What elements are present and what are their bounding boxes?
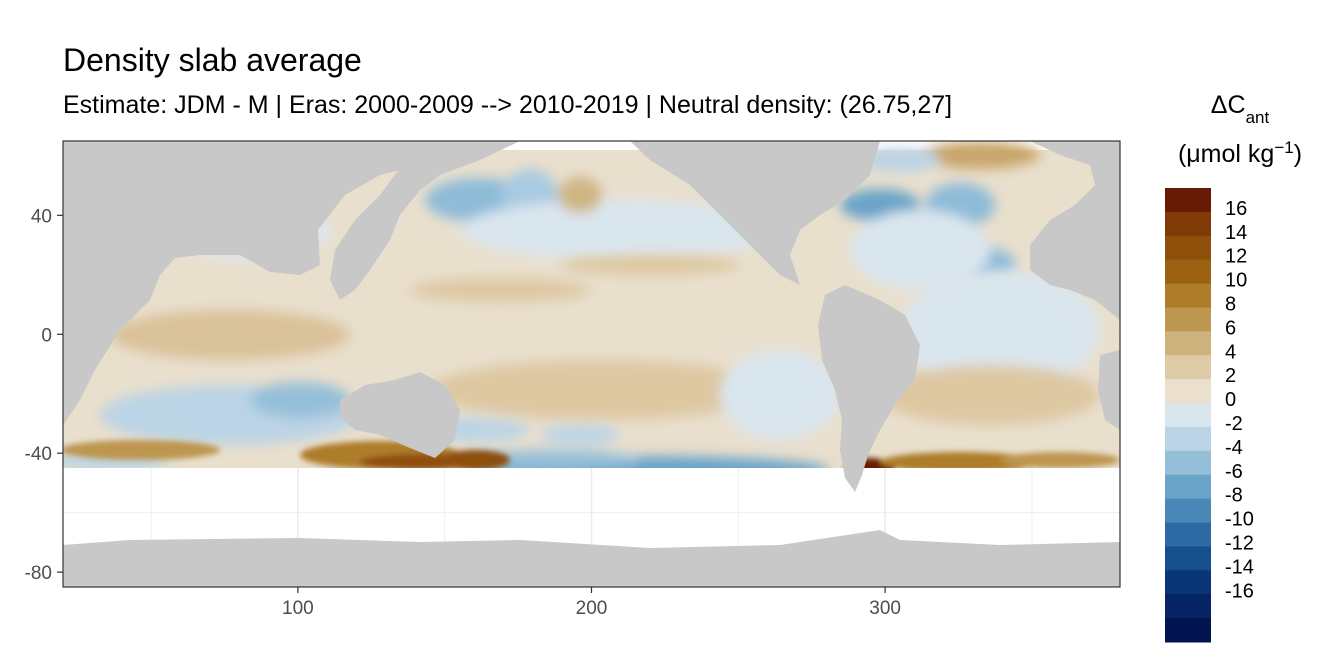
anomaly-patch <box>850 210 990 290</box>
legend-label: -16 <box>1225 580 1254 602</box>
australia <box>340 372 460 458</box>
legend-swatch <box>1165 426 1211 452</box>
y-tick-label: -40 <box>25 444 52 465</box>
gridlines-front <box>63 468 1120 546</box>
legend-label: 8 <box>1225 294 1236 316</box>
colorbar-legend: ΔCant (μmol kg−1) 1614121086420-2-4-6-8-… <box>1165 91 1302 643</box>
legend-swatch <box>1165 474 1211 500</box>
anomaly-patch <box>410 278 590 302</box>
legend-colorbar <box>1165 188 1211 643</box>
anomaly-patch <box>920 141 1040 169</box>
east-asia <box>330 141 520 300</box>
y-axis: 40 0 -40 -80 <box>25 206 63 584</box>
anomaly-patch <box>900 270 1100 390</box>
legend-swatch <box>1165 283 1211 308</box>
legend-label: -2 <box>1225 413 1243 435</box>
legend-label: 14 <box>1225 222 1247 244</box>
chart-subtitle: Estimate: JDM - M | Eras: 2000-2009 --> … <box>63 91 953 119</box>
legend-label: 2 <box>1225 365 1236 387</box>
y-tick-label: -80 <box>25 563 52 584</box>
antarctica <box>63 530 1120 587</box>
anomaly-patch <box>1000 452 1120 468</box>
south-america <box>818 285 920 492</box>
legend-label: -10 <box>1225 509 1254 531</box>
legend-units: (μmol kg−1) <box>1178 138 1302 169</box>
africa-right <box>1098 350 1120 430</box>
legend-swatch <box>1165 450 1211 476</box>
legend-swatch <box>1165 188 1211 213</box>
legend-label: 4 <box>1225 341 1236 363</box>
legend-swatch <box>1165 379 1211 404</box>
legend-label: 10 <box>1225 270 1247 292</box>
anomaly-patch <box>460 200 780 260</box>
legend-swatch <box>1165 498 1211 524</box>
legend-label: -8 <box>1225 485 1243 507</box>
legend-swatch <box>1165 235 1211 261</box>
eurasia-africa <box>63 141 420 425</box>
legend-swatch <box>1165 211 1211 237</box>
legend-swatch <box>1165 570 1211 595</box>
anomaly-patch <box>110 310 350 360</box>
anomaly-patch <box>560 255 740 275</box>
legend-label: -4 <box>1225 437 1243 459</box>
x-tick-label: 100 <box>282 598 314 619</box>
legend-swatch <box>1165 259 1211 285</box>
anomaly-patch <box>880 452 1040 472</box>
map-panel <box>63 141 1120 587</box>
legend-swatch <box>1165 307 1211 332</box>
anomaly-patch <box>440 450 510 470</box>
legend-swatch <box>1165 331 1211 356</box>
y-tick-label: 0 <box>41 325 52 346</box>
legend-swatch <box>1165 522 1211 547</box>
anomaly-patch <box>880 365 1100 425</box>
x-axis: 100 200 300 <box>282 587 901 619</box>
legend-label: -6 <box>1225 461 1243 483</box>
legend-swatch <box>1165 594 1211 619</box>
legend-label: 12 <box>1225 246 1247 268</box>
legend-label: -12 <box>1225 532 1254 554</box>
anomaly-patch <box>250 382 350 418</box>
north-america <box>630 141 880 285</box>
anomaly-patch <box>540 425 620 445</box>
legend-label: 6 <box>1225 317 1236 339</box>
anomaly-patch <box>430 360 770 420</box>
legend-swatch <box>1165 403 1211 428</box>
legend-label: -14 <box>1225 556 1254 578</box>
land-mask <box>63 141 1120 587</box>
legend-swatch <box>1165 355 1211 380</box>
legend-swatch <box>1165 546 1211 571</box>
anomaly-patch <box>558 177 602 213</box>
europe-africa-right <box>1030 141 1120 320</box>
legend-title: ΔCant <box>1211 91 1270 127</box>
x-tick-label: 200 <box>576 598 608 619</box>
legend-label: 0 <box>1225 389 1236 411</box>
anomaly-patch <box>720 350 840 440</box>
legend-swatch <box>1165 618 1211 643</box>
legend-label: 16 <box>1225 198 1247 220</box>
x-tick-label: 300 <box>869 598 901 619</box>
y-tick-label: 40 <box>31 206 52 227</box>
anomaly-patch <box>63 440 220 460</box>
chart-title: Density slab average <box>63 42 362 78</box>
anomaly-patch <box>860 148 940 172</box>
